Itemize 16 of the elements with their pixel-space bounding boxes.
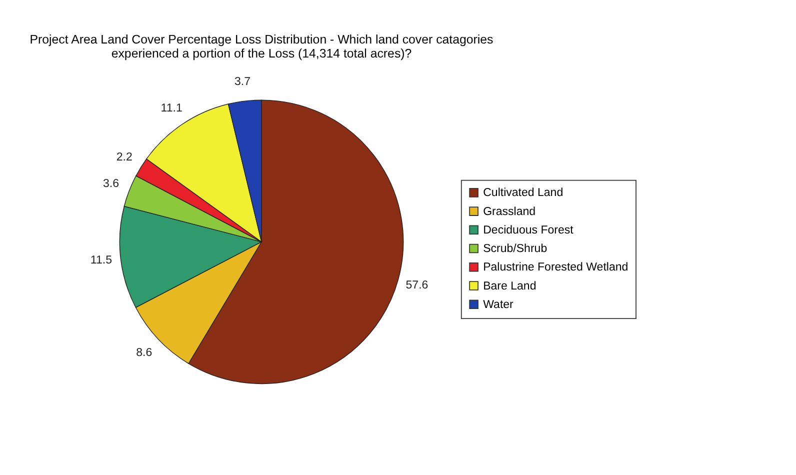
text: Project Area Land Cover Percentage Loss Distribution - Which land cover catagories (30, 32, 494, 47)
data-label: 57.6 (406, 279, 428, 292)
legend-label: Scrub/Shrub (483, 243, 548, 256)
data-label: 11.1 (160, 102, 182, 114)
legend-label: Deciduous Forest (483, 224, 574, 236)
legend-label: Grassland (483, 206, 536, 218)
data-label: 2.2 (116, 151, 132, 164)
data-label: 11.5 (90, 254, 112, 267)
data-label: 8.6 (136, 347, 152, 360)
legend-label: Cultivated Land (483, 187, 564, 200)
legend-label: Palustrine Forested Wetland (483, 262, 628, 274)
text: experienced a portion of the Loss (14,314 total acres)? (111, 46, 412, 61)
legend-label: Water (483, 298, 514, 311)
data-label: 3.6 (103, 178, 120, 190)
data-label: 3.7 (234, 76, 250, 88)
legend-label: Bare Land (483, 280, 536, 292)
